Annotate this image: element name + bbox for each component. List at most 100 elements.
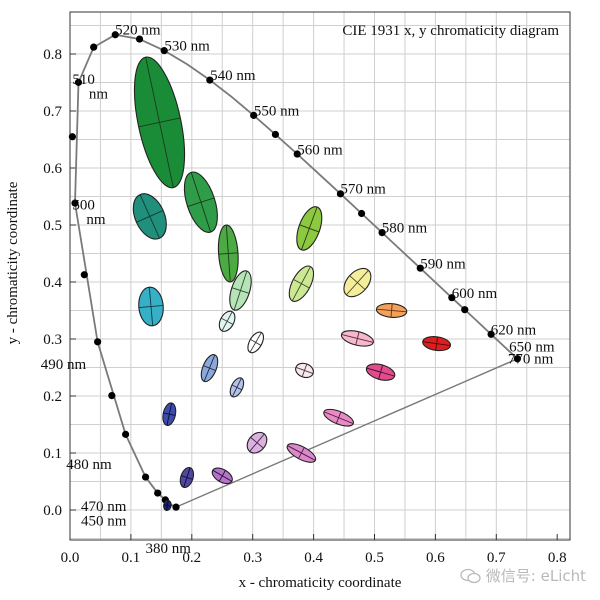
- locus-dot: [135, 35, 144, 43]
- x-tick-label: 0.7: [487, 550, 506, 566]
- line-of-purples: [175, 358, 518, 508]
- macadam-ellipse: [288, 265, 315, 302]
- ellipse-major-axis: [346, 270, 369, 296]
- locus-dot: [461, 306, 469, 314]
- y-tick-label: 0.7: [43, 104, 62, 120]
- locus-dot: [122, 430, 130, 438]
- x-tick-label: 0.4: [304, 550, 323, 566]
- watermark-text: 微信号: eLicht: [485, 567, 586, 585]
- wavelength-label: 480 nm: [66, 457, 112, 473]
- macadam-ellipse: [217, 224, 239, 283]
- locus-dot: [111, 31, 119, 39]
- macadam-ellipse: [296, 206, 323, 251]
- ellipse-major-axis: [335, 411, 342, 424]
- ellipse-major-axis: [390, 303, 393, 318]
- y-tick-label: 0.8: [43, 47, 62, 63]
- macadam-ellipse: [229, 270, 252, 311]
- y-tick-label: 0.5: [43, 218, 62, 234]
- x-tick-label: 0.3: [243, 550, 262, 566]
- locus-dot: [513, 355, 522, 363]
- locus-dot: [378, 229, 386, 237]
- y-tick-label: 0.2: [43, 389, 62, 405]
- watermark: 微信号: eLicht: [460, 565, 586, 586]
- ellipse-major-axis: [225, 225, 231, 282]
- locus-dot: [154, 489, 162, 497]
- macadam-ellipses: [132, 56, 452, 512]
- locus-dot: [108, 392, 116, 400]
- x-tick-label: 0.5: [365, 550, 384, 566]
- grid-lines: [70, 12, 570, 540]
- ellipse-major-axis: [301, 363, 308, 377]
- macadam-ellipse: [132, 193, 167, 240]
- y-tick-label: 0.6: [43, 161, 62, 177]
- ellipse-major-axis: [139, 194, 160, 239]
- ellipse-major-axis: [291, 266, 311, 302]
- ellipse-major-axis: [301, 206, 318, 250]
- ellipse-major-axis: [166, 500, 169, 511]
- ellipse-major-axis: [298, 447, 305, 459]
- locus-dot: [90, 43, 98, 51]
- wavelength-label: 590 nm: [420, 256, 466, 272]
- ellipse-major-axis: [203, 354, 216, 382]
- macadam-ellipse: [365, 363, 396, 381]
- x-tick-label: 0.8: [548, 550, 567, 566]
- ellipse-major-axis: [221, 311, 233, 332]
- macadam-ellipse: [179, 466, 195, 489]
- wavelength-label: 530 nm: [164, 39, 210, 55]
- ellipse-major-axis: [166, 402, 173, 426]
- wavelength-label: 470 nm: [81, 499, 127, 515]
- locus-dot: [336, 190, 345, 198]
- locus-dot: [94, 338, 102, 346]
- y-tick-label: 0.1: [43, 446, 62, 462]
- x-tick-label: 0.1: [122, 550, 141, 566]
- locus-dot: [206, 76, 214, 84]
- wavelength-label: 650 nm: [509, 340, 555, 356]
- macadam-ellipse: [375, 303, 408, 318]
- macadam-ellipse: [138, 286, 164, 327]
- macadam-ellipse: [286, 443, 317, 463]
- ellipse-major-axis: [378, 364, 384, 380]
- locus-dot: [160, 47, 168, 55]
- macadam-ellipse: [211, 467, 233, 485]
- macadam-ellipse: [183, 171, 218, 233]
- wavelength-label: 380 nm: [146, 541, 192, 557]
- axis-ticks: 0.0 0.1 0.2 0.3 0.4 0.5 0.6 0.7 0.8 0.0 0.1 0.2 0.3 0…: [43, 47, 566, 566]
- wavelength-label: 580 nm: [382, 220, 428, 236]
- ellipse-major-axis: [355, 331, 360, 346]
- wavelength-label: nm: [89, 87, 109, 103]
- wavelength-label: 620 nm: [491, 322, 537, 338]
- ellipse-major-axis: [183, 467, 191, 488]
- macadam-ellipse: [247, 331, 265, 354]
- ellipse-major-axis: [148, 287, 154, 326]
- locus-dot: [416, 264, 424, 272]
- locus-dot: [487, 330, 495, 338]
- chart-title: CIE 1931 x, y chromaticity diagram: [342, 23, 559, 39]
- ellipse-major-axis: [231, 377, 242, 397]
- wavelength-label: 450 nm: [81, 513, 127, 529]
- macadam-ellipse: [162, 402, 177, 426]
- macadam-ellipse: [422, 336, 452, 352]
- wavelength-label: 540 nm: [210, 68, 256, 84]
- wavelength-label: 570 nm: [340, 182, 386, 198]
- locus-dot: [448, 294, 456, 302]
- macadam-ellipse: [163, 499, 172, 512]
- locus-dot: [293, 150, 301, 158]
- wavelength-label: 500: [72, 198, 95, 214]
- macadam-ellipse: [200, 354, 219, 383]
- macadam-ellipse: [229, 377, 245, 398]
- wavelength-label: 510: [72, 72, 95, 88]
- wavelength-label: 770 nm: [508, 352, 554, 368]
- ellipse-major-axis: [233, 270, 248, 311]
- x-tick-label: 0.0: [61, 550, 80, 566]
- locus-dot: [141, 473, 150, 481]
- ellipse-major-axis: [249, 332, 262, 353]
- ellipse-major-axis: [190, 172, 212, 233]
- locus-dot: [74, 78, 83, 86]
- macadam-ellipse: [133, 56, 186, 189]
- macadam-ellipse: [218, 310, 236, 332]
- wechat-icon: [460, 568, 481, 583]
- x-tick-label: 0.6: [426, 550, 445, 566]
- x-tick-label: 0.2: [182, 550, 201, 566]
